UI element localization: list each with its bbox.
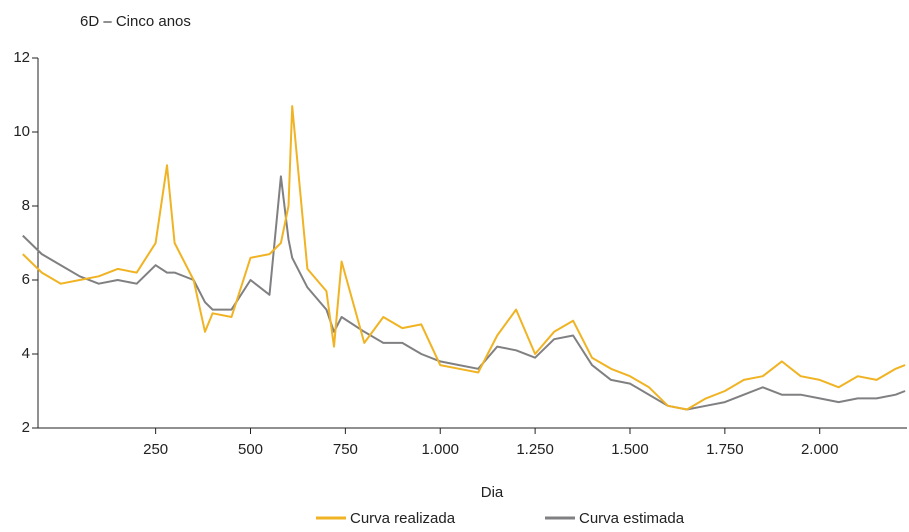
y-tick-label: 8 [22, 197, 30, 214]
x-tick-label: 2.000 [801, 441, 839, 458]
series-line [22, 175, 906, 411]
x-tick-label: 250 [143, 441, 168, 458]
legend-label: Curva realizada [350, 510, 456, 527]
y-tick-label: 12 [13, 49, 30, 66]
y-tick-label: 6 [22, 271, 30, 288]
series-line [22, 105, 906, 411]
x-tick-label: 1.000 [421, 441, 459, 458]
legend-label: Curva estimada [579, 510, 685, 527]
y-tick-label: 2 [22, 419, 30, 436]
chart-title: 6D – Cinco anos [80, 13, 191, 30]
x-tick-label: 1.500 [611, 441, 649, 458]
x-tick-label: 1.250 [516, 441, 554, 458]
y-tick-label: 4 [22, 345, 30, 362]
x-tick-label: 500 [238, 441, 263, 458]
x-tick-label: 1.750 [706, 441, 744, 458]
x-axis-label: Dia [481, 484, 504, 501]
y-tick-label: 10 [13, 123, 30, 140]
x-tick-label: 750 [333, 441, 358, 458]
